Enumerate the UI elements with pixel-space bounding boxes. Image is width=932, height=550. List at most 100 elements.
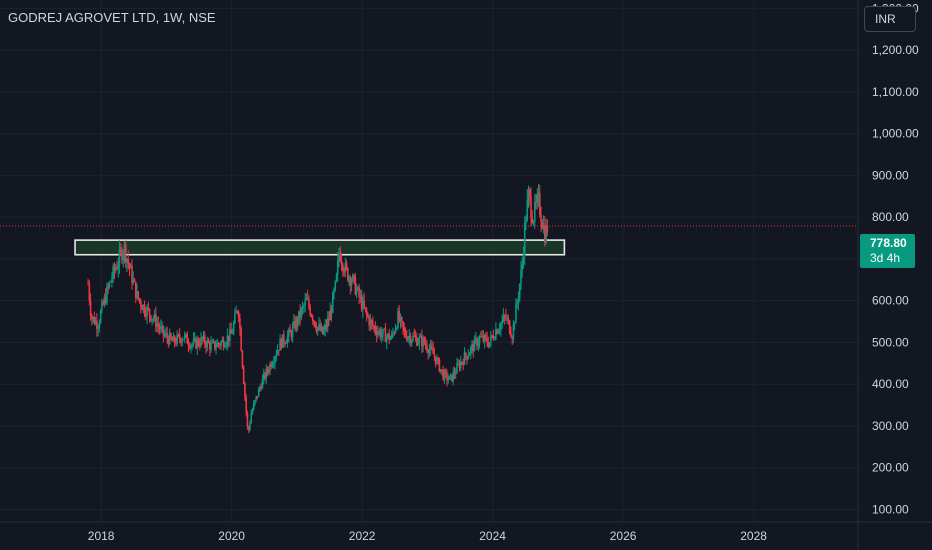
candle-body [437,358,439,360]
candle-body [398,310,401,321]
candle-body [395,327,398,329]
candle-body [172,336,175,342]
candle-body [182,338,185,340]
candle-body [411,340,413,343]
candle-body [180,339,182,343]
candle-body [510,333,512,337]
candle-body [196,339,199,349]
candle-body [382,329,384,335]
candle-body [239,318,241,329]
candle-body [261,378,264,389]
candle-body [544,225,546,243]
candle-body [170,333,172,339]
candle-body [281,334,284,348]
candle-body [271,364,274,367]
candle-body [546,225,549,233]
candle-body [522,254,525,265]
candle-body [475,338,477,340]
candle-body [295,318,298,330]
x-tick-label: 2018 [88,529,115,543]
candle-body [385,336,388,342]
candle-body [165,333,167,335]
candle-body [156,323,158,327]
resistance-zone-box[interactable] [74,239,566,256]
candle-body [334,281,337,290]
candle-body [254,400,256,404]
candle-body [107,286,109,288]
candle-body [232,323,235,334]
candle-body [532,221,535,223]
candle-body [459,361,462,369]
candle-body [129,265,132,269]
candle-body [446,372,448,381]
candle-body [488,342,491,347]
candle-body [284,343,286,345]
candle-body [142,304,145,310]
y-tick-label: 1,200.00 [872,43,919,57]
candle-body [513,323,516,325]
candle-body [214,341,216,349]
candle-body [419,336,422,338]
candle-body [417,342,419,346]
candle-body [458,363,461,369]
candle-body [421,336,423,347]
x-axis[interactable]: 2018 2020 2022 2024 2026 2028 [0,521,932,543]
candle-body [473,338,476,352]
candle-body [516,302,519,304]
candle-body [498,329,501,331]
y-tick-label: 1,000.00 [872,127,919,141]
candle-body [444,371,447,373]
candle-body [227,335,230,341]
currency-button[interactable]: INR [864,6,916,32]
candle-body [407,337,409,341]
candle-body [341,264,344,271]
y-tick-label: 200.00 [872,461,909,475]
candle-body [208,342,211,350]
candle-body [136,291,138,299]
candle-body [93,316,96,324]
candle-body [155,313,157,327]
candle-body [216,342,219,347]
candle-body [236,311,239,313]
candle-body [531,217,534,223]
candle-body [237,311,240,319]
candle-body [308,298,310,307]
candle-body [375,331,378,336]
candle-body [388,333,391,340]
candle-body [109,281,112,283]
candle-body [434,356,437,364]
x-tick-label: 2022 [349,529,376,543]
candle-body [289,329,291,333]
candle-body [128,263,131,269]
candle-body [163,334,166,336]
candle-body [121,250,123,261]
candle-body [175,342,177,344]
candle-body [276,350,279,355]
candle-body [212,341,215,343]
candle-body [454,373,457,375]
candle-body [202,335,205,340]
candle-body [506,318,508,320]
candle-body [147,307,150,309]
candle-body [520,270,522,285]
candle-body [113,266,116,271]
candle-body [188,345,191,349]
candle-body [231,333,234,335]
last-price-tag: 778.80 3d 4h [860,234,915,268]
candle-body [206,340,209,348]
candle-body [413,335,416,337]
candle-body [535,201,537,203]
candle-body [358,287,360,297]
candle-body [405,336,408,341]
candle-body [262,373,265,379]
candle-body [476,338,478,346]
candle-body [457,363,460,365]
candle-body [89,300,92,316]
candle-body [186,333,189,344]
candle-body [540,214,542,223]
candle-body [541,222,544,229]
candle-body [482,335,485,342]
candle-body [296,318,299,324]
candle-body [481,335,483,337]
